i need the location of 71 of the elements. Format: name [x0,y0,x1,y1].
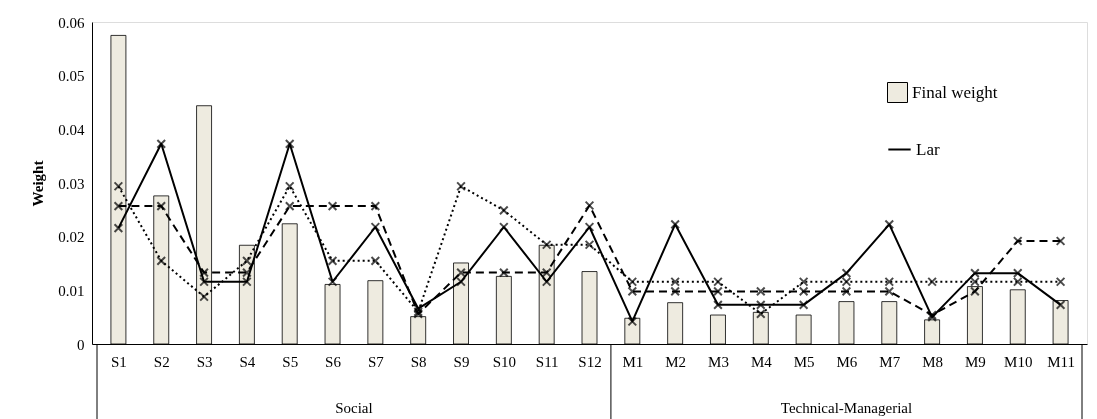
point [584,222,595,232]
point [1012,236,1023,246]
point [113,201,124,211]
point [327,276,338,287]
point [755,286,766,297]
point [370,222,381,232]
x-tick-label: S8 [410,353,427,370]
point [156,201,167,211]
x-tick-label: M5 [793,353,815,370]
y-tick-label: 0.01 [58,282,85,299]
point [1055,276,1066,287]
x-tick-label: S11 [535,353,559,370]
point [113,181,124,192]
x-tick-label: M6 [836,353,858,370]
point [927,276,937,287]
point [541,239,552,250]
legend-label: Final weight [912,82,998,102]
x-tick-label: S6 [325,353,342,370]
x-tick-label: S1 [110,353,127,370]
point [370,255,381,266]
y-tick-label: 0.04 [58,121,85,138]
point [156,138,167,149]
x-tick-label: S2 [153,353,170,370]
x-tick-label: S7 [367,353,385,370]
x-tick-label: S5 [282,353,299,370]
point [1055,236,1066,246]
y-tick-label: 0.03 [58,175,85,192]
x-tick-label: M9 [965,353,986,370]
point [627,316,638,327]
point [284,181,295,192]
x-tick-label: S9 [453,353,470,370]
x-tick-label: M2 [665,353,687,370]
x-tick-label: S4 [239,353,256,370]
y-tick-label: 0.06 [58,14,85,31]
point [327,201,338,211]
x-tick-label: M3 [708,353,729,370]
point [1055,299,1066,310]
point [327,255,338,266]
x-tick-label: S10 [492,353,517,370]
y-tick-label: 0.05 [58,68,85,85]
point [242,255,252,266]
point [284,138,295,149]
point [798,299,809,310]
point [284,201,295,211]
point [670,219,681,230]
x-tick-label: M4 [750,353,773,370]
y-tick-label: 0.02 [58,229,85,246]
x-tick-label: M10 [1004,353,1033,370]
x-tick-label: M11 [1047,353,1075,370]
y-tick-label: 0 [77,336,85,353]
point [713,299,723,310]
x-tick-label: M7 [879,353,901,370]
y-axis-title: Weight [30,160,47,207]
x-tick-label: S3 [196,353,213,370]
point [884,219,895,230]
point [456,181,466,192]
point [498,205,509,216]
text: Technical-Managerial [780,400,913,416]
point [584,200,595,211]
point [113,223,124,233]
point [498,222,509,232]
point [156,255,167,266]
point [498,267,509,278]
x-tick-label: M1 [622,353,644,370]
x-tick-label: S12 [578,353,602,370]
point [370,201,381,211]
point [199,291,209,302]
point [584,239,595,250]
text: Social [335,400,373,416]
x-tick-label: M8 [922,353,944,370]
legend-label: Lar [916,139,940,159]
